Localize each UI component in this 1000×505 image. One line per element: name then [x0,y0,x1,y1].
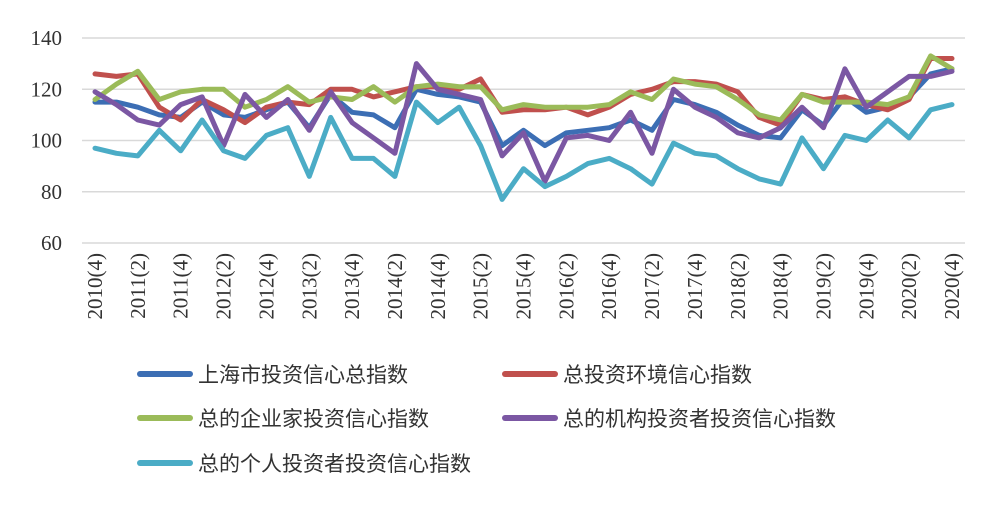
legend-label: 总的机构投资者投资信心指数 [563,407,836,431]
grid [82,37,965,244]
legend-label: 上海市投资信心总指数 [198,363,408,387]
x-tick-label: 2010(4) [83,253,107,320]
y-tick-label: 120 [31,77,63,101]
legend-item: 总的企业家投资信心指数 [137,407,429,431]
x-tick-label: 2015(2) [469,253,493,320]
x-tick-label: 2019(2) [811,253,835,320]
x-tick-label: 2017(4) [683,253,707,320]
x-tick-label: 2011(4) [169,253,193,319]
x-tick-label: 2014(4) [426,253,450,320]
x-tick-label: 2015(4) [512,253,536,320]
x-tick-label: 2013(4) [340,253,364,320]
y-tick-label: 100 [31,129,63,153]
x-tick-label: 2014(2) [383,253,407,320]
x-tick-label: 2011(2) [126,253,150,319]
x-tick-label: 2020(2) [897,253,921,320]
x-tick-label: 2016(4) [597,253,621,320]
series-line-4 [92,61,955,184]
x-tick-label: 2019(4) [854,253,878,320]
series-line-5 [92,99,955,202]
x-axis-ticks: 2010(4) 2011(2) 2011(4) 2012(2) 2012(4) 2013(… [83,253,964,320]
x-tick-label: 2016(2) [554,253,578,320]
x-tick-label: 2020(4) [940,253,964,320]
legend-item: 总的个人投资者投资信心指数 [137,452,471,476]
legend-item: 总投资环境信心指数 [502,363,752,387]
legend-item: 总的机构投资者投资信心指数 [502,407,836,431]
y-tick-label: 60 [41,231,62,255]
x-tick-label: 2012(2) [212,253,236,320]
x-tick-label: 2012(4) [254,253,278,320]
y-tick-label: 140 [31,26,63,50]
x-tick-label: 2018(4) [769,253,793,320]
legend-label: 总的企业家投资信心指数 [198,407,429,431]
legend-item: 上海市投资信心总指数 [137,363,408,387]
x-tick-label: 2017(2) [640,253,664,320]
x-tick-label: 2013(2) [297,253,321,320]
series-line-3 [92,53,955,123]
legend-label: 总投资环境信心指数 [563,363,752,387]
series-lines [92,53,955,202]
legend-label: 总的个人投资者投资信心指数 [198,452,471,476]
y-tick-label: 80 [41,180,62,204]
y-axis-ticks: 60 80 100 120 140 [31,26,63,255]
x-tick-label: 2018(2) [726,253,750,320]
